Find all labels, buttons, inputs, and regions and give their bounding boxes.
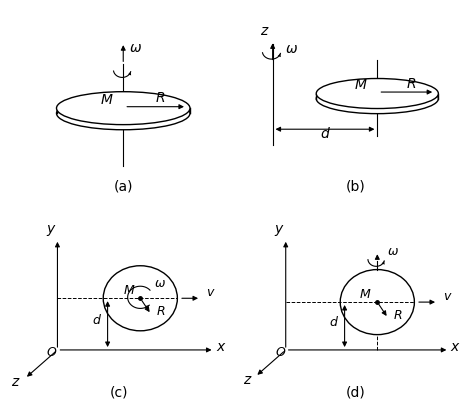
Text: (c): (c)	[109, 386, 128, 400]
Text: $R$: $R$	[406, 77, 416, 91]
Text: $y$: $y$	[274, 223, 284, 238]
Text: $v$: $v$	[443, 290, 452, 303]
Text: $\omega$: $\omega$	[129, 41, 143, 55]
Text: $d$: $d$	[319, 126, 330, 141]
Text: (a): (a)	[113, 180, 133, 193]
Text: $z$: $z$	[260, 24, 270, 38]
Text: $v$: $v$	[206, 286, 215, 299]
Text: $M$: $M$	[123, 285, 136, 297]
Text: $M$: $M$	[359, 288, 372, 301]
Text: $z$: $z$	[11, 375, 21, 389]
Text: $O$: $O$	[46, 346, 58, 359]
Text: $R$: $R$	[156, 305, 165, 318]
Ellipse shape	[316, 79, 438, 109]
Text: $z$: $z$	[243, 374, 252, 387]
Text: $x$: $x$	[450, 340, 461, 354]
Text: $M$: $M$	[354, 79, 368, 92]
Text: $\omega$: $\omega$	[154, 277, 166, 290]
Text: $d$: $d$	[329, 315, 339, 329]
Ellipse shape	[316, 84, 438, 114]
Ellipse shape	[56, 97, 190, 130]
Text: $R$: $R$	[393, 309, 402, 322]
Text: $R$: $R$	[155, 91, 165, 105]
Text: $M$: $M$	[100, 94, 113, 107]
Text: (b): (b)	[346, 180, 365, 193]
Text: $\omega$: $\omega$	[284, 42, 298, 56]
Text: $\omega$: $\omega$	[387, 245, 399, 258]
Text: $d$: $d$	[92, 313, 102, 327]
Text: $x$: $x$	[216, 340, 226, 354]
Text: $O$: $O$	[274, 346, 286, 359]
Text: $y$: $y$	[46, 223, 56, 238]
Ellipse shape	[56, 92, 190, 125]
Text: (d): (d)	[346, 386, 365, 400]
